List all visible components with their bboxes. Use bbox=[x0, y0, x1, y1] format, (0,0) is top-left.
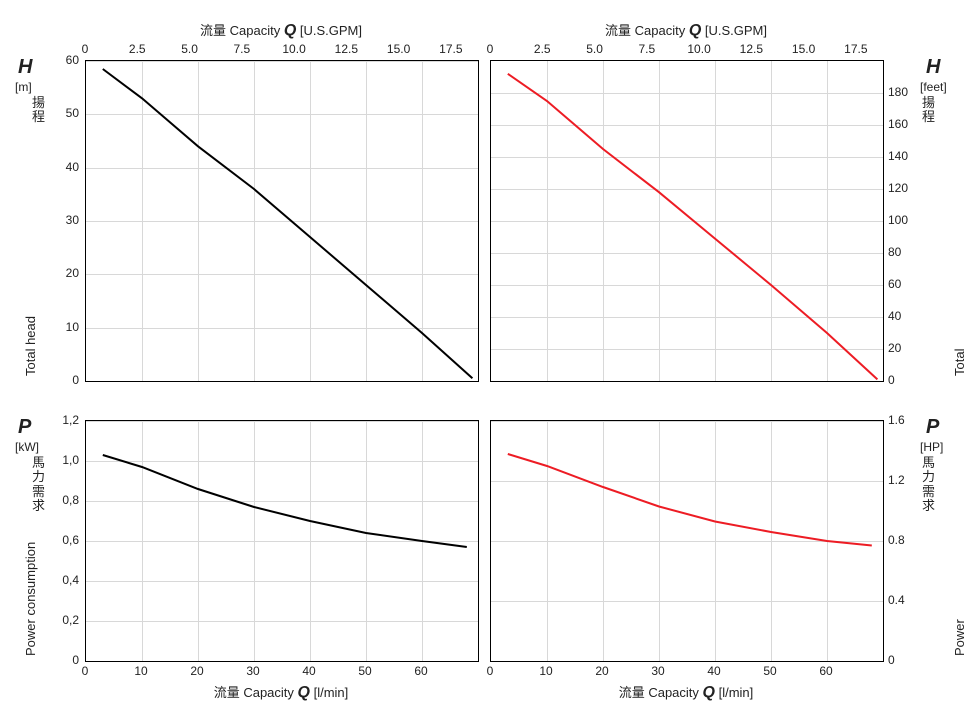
axis-title-prefix: 流量 Capacity bbox=[605, 23, 689, 38]
y-axis-label: Power consumption bbox=[952, 582, 968, 656]
y-axis-label: Total head bbox=[952, 347, 968, 376]
y-tick-label: 20 bbox=[39, 266, 79, 280]
x-tick-top: 12.5 bbox=[740, 42, 763, 56]
x-tick-top: 12.5 bbox=[335, 42, 358, 56]
y-axis-cjk: 馬力需求 bbox=[32, 456, 45, 513]
y-axis-unit: [HP] bbox=[920, 440, 943, 454]
axis-title-prefix: 流量 Capacity bbox=[200, 23, 284, 38]
data-line bbox=[491, 421, 883, 661]
y-axis-symbol: P bbox=[926, 416, 939, 439]
x-tick-top: 10.0 bbox=[687, 42, 710, 56]
x-axis-title-top: 流量 Capacity Q [U.S.GPM] bbox=[490, 20, 882, 40]
data-line bbox=[86, 61, 478, 381]
data-line bbox=[491, 61, 883, 381]
x-axis-title-bottom: 流量 Capacity Q [l/min] bbox=[490, 682, 882, 702]
y-tick-label: 1.6 bbox=[888, 413, 905, 427]
y-tick-label: 60 bbox=[39, 53, 79, 67]
y-tick-label: 0 bbox=[888, 373, 895, 387]
x-tick-bottom: 40 bbox=[302, 664, 315, 678]
x-tick-top: 10.0 bbox=[282, 42, 305, 56]
chart-plot-area bbox=[85, 420, 479, 662]
x-tick-bottom: 50 bbox=[358, 664, 371, 678]
chart-plot-area bbox=[490, 60, 884, 382]
y-axis-symbol: H bbox=[18, 56, 32, 79]
x-tick-top: 7.5 bbox=[233, 42, 250, 56]
x-tick-bottom: 60 bbox=[819, 664, 832, 678]
y-tick-label: 20 bbox=[888, 341, 901, 355]
x-tick-bottom: 50 bbox=[763, 664, 776, 678]
axis-title-suffix: [l/min] bbox=[715, 685, 753, 700]
y-tick-label: 120 bbox=[888, 181, 908, 195]
y-tick-label: 0 bbox=[39, 373, 79, 387]
x-tick-bottom: 60 bbox=[414, 664, 427, 678]
x-tick-bottom: 10 bbox=[539, 664, 552, 678]
x-tick-top: 15.0 bbox=[387, 42, 410, 56]
x-tick-top: 17.5 bbox=[439, 42, 462, 56]
x-tick-top: 15.0 bbox=[792, 42, 815, 56]
x-tick-bottom: 30 bbox=[246, 664, 259, 678]
axis-title-q: Q bbox=[689, 22, 701, 39]
y-tick-label: 1.2 bbox=[888, 473, 905, 487]
x-axis-title-bottom: 流量 Capacity Q [l/min] bbox=[85, 682, 477, 702]
x-tick-top: 5.0 bbox=[586, 42, 603, 56]
y-axis-symbol: P bbox=[18, 416, 31, 439]
x-tick-top: 2.5 bbox=[534, 42, 551, 56]
y-tick-label: 140 bbox=[888, 149, 908, 163]
y-tick-label: 160 bbox=[888, 117, 908, 131]
axis-title-suffix: [U.S.GPM] bbox=[701, 23, 767, 38]
x-tick-top: 0 bbox=[82, 42, 89, 56]
x-tick-top: 7.5 bbox=[638, 42, 655, 56]
y-tick-label: 180 bbox=[888, 85, 908, 99]
x-tick-bottom: 20 bbox=[595, 664, 608, 678]
y-tick-label: 40 bbox=[888, 309, 901, 323]
x-tick-bottom: 0 bbox=[487, 664, 494, 678]
y-tick-label: 40 bbox=[39, 160, 79, 174]
axis-title-q: Q bbox=[703, 684, 715, 701]
y-axis-cjk: 馬力需求 bbox=[922, 456, 935, 513]
axis-title-suffix: [U.S.GPM] bbox=[296, 23, 362, 38]
y-tick-label: 0.8 bbox=[888, 533, 905, 547]
y-tick-label: 100 bbox=[888, 213, 908, 227]
data-line bbox=[86, 421, 478, 661]
x-tick-bottom: 10 bbox=[134, 664, 147, 678]
x-tick-top: 2.5 bbox=[129, 42, 146, 56]
y-tick-label: 10 bbox=[39, 320, 79, 334]
axis-title-prefix: 流量 Capacity bbox=[214, 685, 298, 700]
y-axis-label: Power consumption bbox=[23, 542, 38, 656]
y-axis-label: Total head bbox=[23, 316, 38, 376]
axis-title-prefix: 流量 Capacity bbox=[619, 685, 703, 700]
y-tick-label: 0,6 bbox=[39, 533, 79, 547]
chart-plot-area bbox=[85, 60, 479, 382]
y-axis-symbol: H bbox=[926, 56, 940, 79]
axis-title-q: Q bbox=[284, 22, 296, 39]
axis-title-suffix: [l/min] bbox=[310, 685, 348, 700]
y-tick-label: 0,2 bbox=[39, 613, 79, 627]
y-axis-cjk: 揚程 bbox=[32, 96, 45, 125]
x-tick-top: 17.5 bbox=[844, 42, 867, 56]
x-axis-title-top: 流量 Capacity Q [U.S.GPM] bbox=[85, 20, 477, 40]
y-tick-label: 80 bbox=[888, 245, 901, 259]
x-tick-bottom: 20 bbox=[190, 664, 203, 678]
y-tick-label: 0.4 bbox=[888, 593, 905, 607]
axis-title-q: Q bbox=[298, 684, 310, 701]
y-axis-cjk: 揚程 bbox=[922, 96, 935, 125]
x-tick-bottom: 30 bbox=[651, 664, 664, 678]
y-tick-label: 30 bbox=[39, 213, 79, 227]
y-axis-unit: [feet] bbox=[920, 80, 947, 94]
x-tick-top: 0 bbox=[487, 42, 494, 56]
y-tick-label: 0,4 bbox=[39, 573, 79, 587]
y-tick-label: 0 bbox=[888, 653, 895, 667]
y-tick-label: 0 bbox=[39, 653, 79, 667]
chart-plot-area bbox=[490, 420, 884, 662]
y-tick-label: 60 bbox=[888, 277, 901, 291]
x-tick-bottom: 40 bbox=[707, 664, 720, 678]
x-tick-top: 5.0 bbox=[181, 42, 198, 56]
x-tick-bottom: 0 bbox=[82, 664, 89, 678]
y-axis-unit: [m] bbox=[15, 80, 32, 94]
y-tick-label: 1,2 bbox=[39, 413, 79, 427]
y-axis-unit: [kW] bbox=[15, 440, 39, 454]
